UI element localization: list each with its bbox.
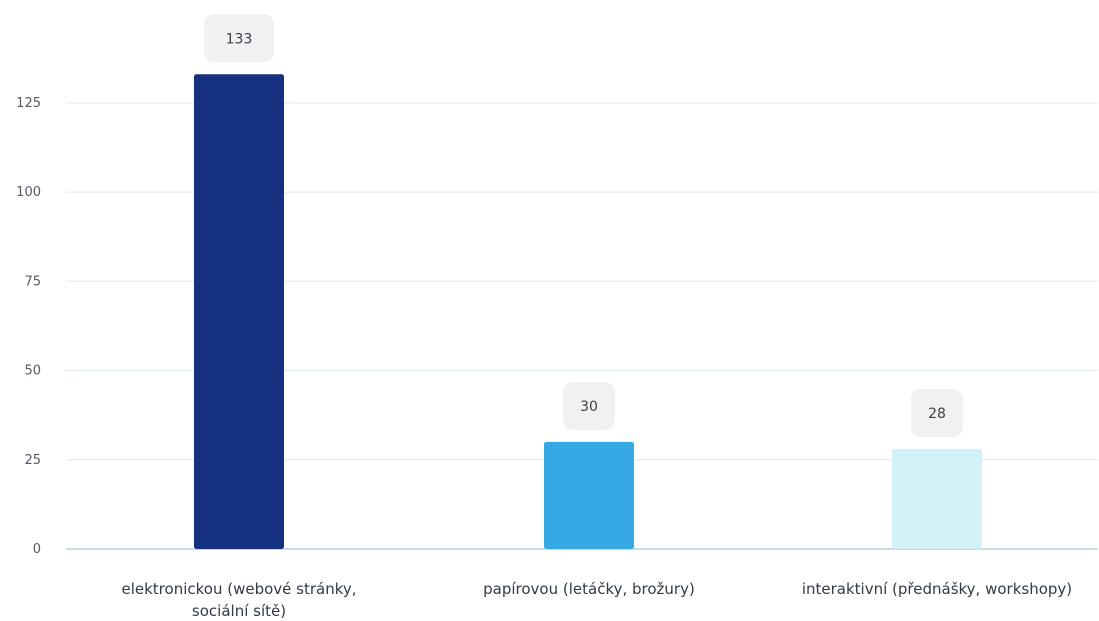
y-tick-label-125: 125	[16, 96, 41, 111]
y-tick-label-100: 100	[16, 185, 41, 200]
y-tick-label-75: 75	[24, 274, 41, 289]
x-category-label-line: papírovou (letáčky, brožury)	[483, 580, 695, 598]
data-label-2: 30	[563, 381, 615, 430]
x-category-label-line: interaktivní (přednášky, workshopy)	[802, 580, 1072, 598]
data-label-background	[911, 389, 963, 438]
data-label-1: 133	[204, 14, 274, 63]
x-axis-categories: elektronickou (webové stránky, sociální s…	[121, 580, 1072, 620]
x-category-label-1: elektronickou (webové stránky, sociální s…	[121, 580, 356, 620]
x-category-label-2: papírovou (letáčky, brožury)	[483, 580, 695, 598]
bar-2	[544, 441, 634, 549]
data-label-background	[204, 14, 274, 63]
data-label-text: 133	[226, 31, 253, 47]
bars	[194, 74, 982, 549]
data-label-text: 28	[928, 406, 946, 422]
y-axis-ticks: 0 25 50 75 100 125	[16, 96, 41, 557]
data-label-text: 30	[580, 399, 598, 415]
x-category-label-line: elektronickou (webové stránky,	[121, 580, 356, 598]
data-label-3: 28	[911, 389, 963, 438]
data-label-background	[563, 381, 615, 430]
data-labels: 133 30 28	[204, 14, 963, 438]
x-category-label-line: sociální sítě)	[192, 602, 286, 620]
y-tick-label-25: 25	[24, 453, 41, 468]
y-tick-label-50: 50	[24, 364, 41, 379]
bar-3	[892, 449, 982, 549]
x-category-label-3: interaktivní (přednášky, workshopy)	[802, 580, 1072, 598]
y-tick-label-0: 0	[33, 542, 41, 557]
bar-1	[194, 74, 284, 549]
